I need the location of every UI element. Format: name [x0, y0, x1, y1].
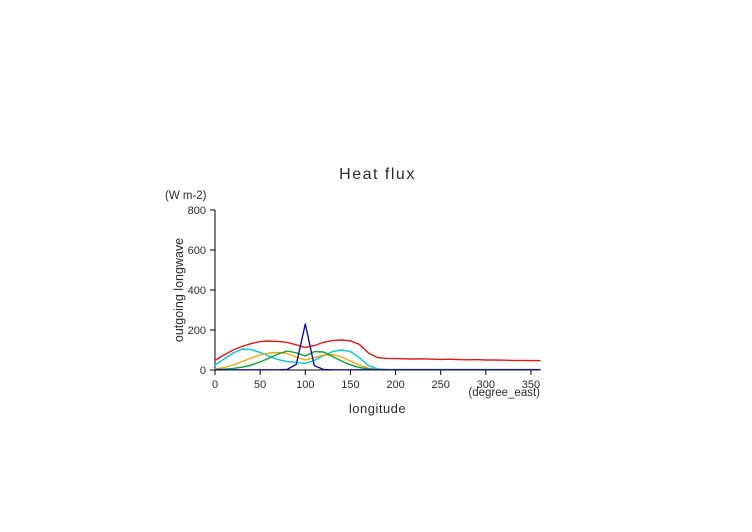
x-tick-label: 50 — [254, 379, 266, 391]
chart-title: Heat flux — [339, 166, 416, 183]
y-tick-label: 0 — [200, 365, 206, 377]
red-series — [214, 339, 541, 362]
x-axis-units-label: (degree_east) — [468, 387, 540, 399]
y-tick-label: 200 — [188, 325, 206, 337]
x-tick-label: 350 — [522, 379, 540, 391]
x-axis-title: longitude — [348, 401, 407, 416]
navy-series — [214, 323, 541, 371]
x-tick-label: 100 — [296, 379, 314, 391]
y-axis-units-label: (W m-2) — [165, 190, 207, 202]
y-tick-label: 800 — [188, 205, 206, 217]
x-tick-label: 150 — [341, 379, 359, 391]
x-tick-label: 300 — [477, 379, 495, 391]
x-tick-label: 200 — [386, 379, 404, 391]
y-tick-label: 600 — [188, 245, 206, 257]
x-tick-label: 0 — [212, 379, 218, 391]
y-tick-label: 400 — [188, 285, 206, 297]
x-tick-label: 250 — [432, 379, 450, 391]
